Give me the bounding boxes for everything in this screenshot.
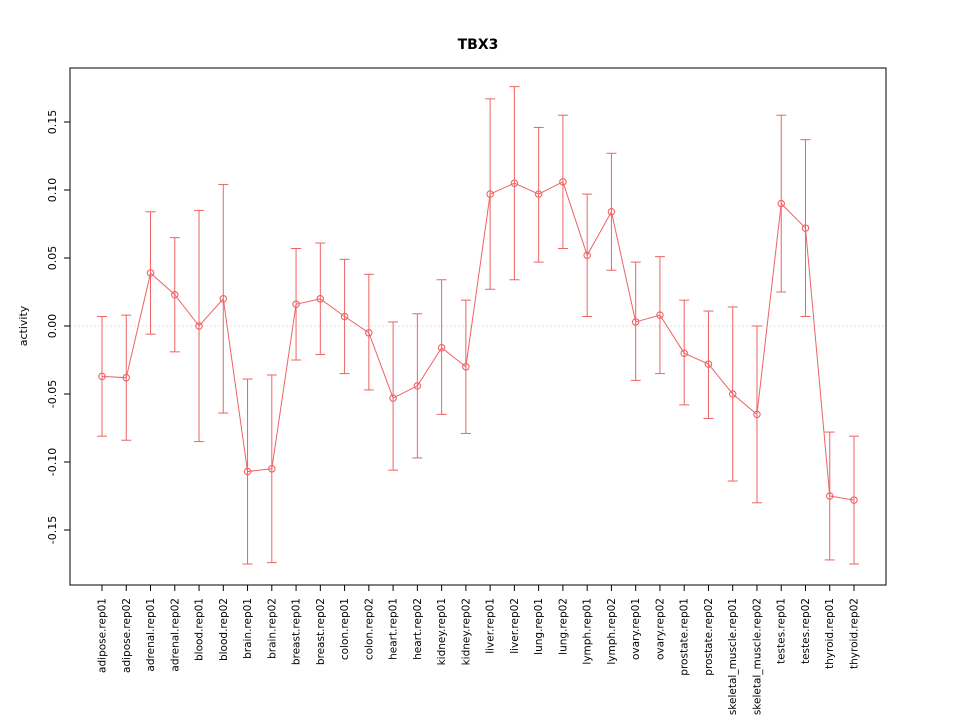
x-tick-label: heart.rep01 [388,598,400,660]
chart-title: TBX3 [458,37,499,53]
y-tick-label: -0.15 [46,516,59,544]
data-point [680,349,688,357]
x-tick-label: brain.rep01 [242,598,254,659]
data-point [534,190,543,198]
data-point [728,390,737,398]
x-tick-label: testes.rep02 [800,598,812,664]
x-tick-label: heart.rep02 [412,598,424,660]
x-tick-label: skeletal_muscle.rep02 [751,598,763,715]
data-point [292,300,300,308]
y-tick-label: 0.05 [46,246,59,271]
series-line [101,181,855,501]
data-point [243,467,252,476]
x-tick-label: colon.rep02 [363,598,375,660]
data-point [850,496,858,504]
x-tick-label: prostate.rep01 [679,598,691,676]
y-axis-label: activity [17,305,30,346]
plot-border [69,67,887,586]
x-tick-label: ovary.rep01 [630,598,642,660]
x-tick-label: blood.rep02 [218,598,230,661]
x-tick-label: brain.rep02 [266,598,278,659]
x-tick-label: kidney.rep02 [460,598,472,665]
x-tick-label: adrenal.rep02 [169,598,181,672]
data-point [825,492,834,500]
data-point [171,290,179,299]
data-point [559,178,567,186]
y-tick-label: -0.05 [46,380,59,408]
x-tick-label: kidney.rep01 [436,598,448,665]
x-tick-label: lymph.rep01 [582,598,594,665]
data-point [413,382,422,390]
x-tick-label: thyroid.rep01 [824,598,836,669]
x-tick-label: adipose.rep01 [97,598,109,673]
y-tick-label: 0.00 [46,314,59,339]
data-point [219,295,228,303]
y-tick-label: 0.15 [46,110,59,135]
data-point [486,190,494,198]
data-point [195,322,203,330]
x-tick-label: breast.rep01 [291,598,303,665]
data-point [365,329,373,337]
data-point [389,394,397,402]
x-tick-label: liver.rep02 [509,598,521,654]
data-point [268,465,276,473]
data-point [631,318,640,326]
data-point [316,295,325,303]
data-point [607,208,616,216]
x-tick-label: skeletal_muscle.rep01 [727,598,739,715]
x-tick-label: thyroid.rep02 [849,598,861,669]
data-point [704,360,713,368]
x-tick-label: prostate.rep02 [703,598,715,676]
data-point [753,410,761,419]
x-tick-label: testes.rep01 [776,598,788,664]
x-tick-label: liver.rep01 [485,598,497,654]
data-point [98,372,106,381]
x-tick-label: ovary.rep02 [654,598,666,660]
data-point [122,373,131,382]
y-tick-label: -0.10 [46,448,59,476]
x-tick-label: lung.rep02 [557,598,569,655]
x-tick-label: lymph.rep02 [606,598,618,665]
x-tick-label: adrenal.rep01 [145,598,157,672]
x-tick-label: breast.rep02 [315,598,327,665]
x-tick-label: blood.rep01 [194,598,206,661]
y-tick-label: 0.10 [46,178,59,203]
x-tick-label: colon.rep01 [339,598,351,660]
data-point [801,224,810,232]
data-point [462,363,470,371]
x-tick-label: lung.rep01 [533,598,545,655]
data-point [656,311,664,319]
data-point [777,199,785,208]
data-point [340,312,349,321]
data-point [437,344,446,352]
data-point [510,179,519,187]
data-point [146,269,155,277]
x-tick-label: adipose.rep02 [121,598,133,673]
data-point [583,251,591,260]
